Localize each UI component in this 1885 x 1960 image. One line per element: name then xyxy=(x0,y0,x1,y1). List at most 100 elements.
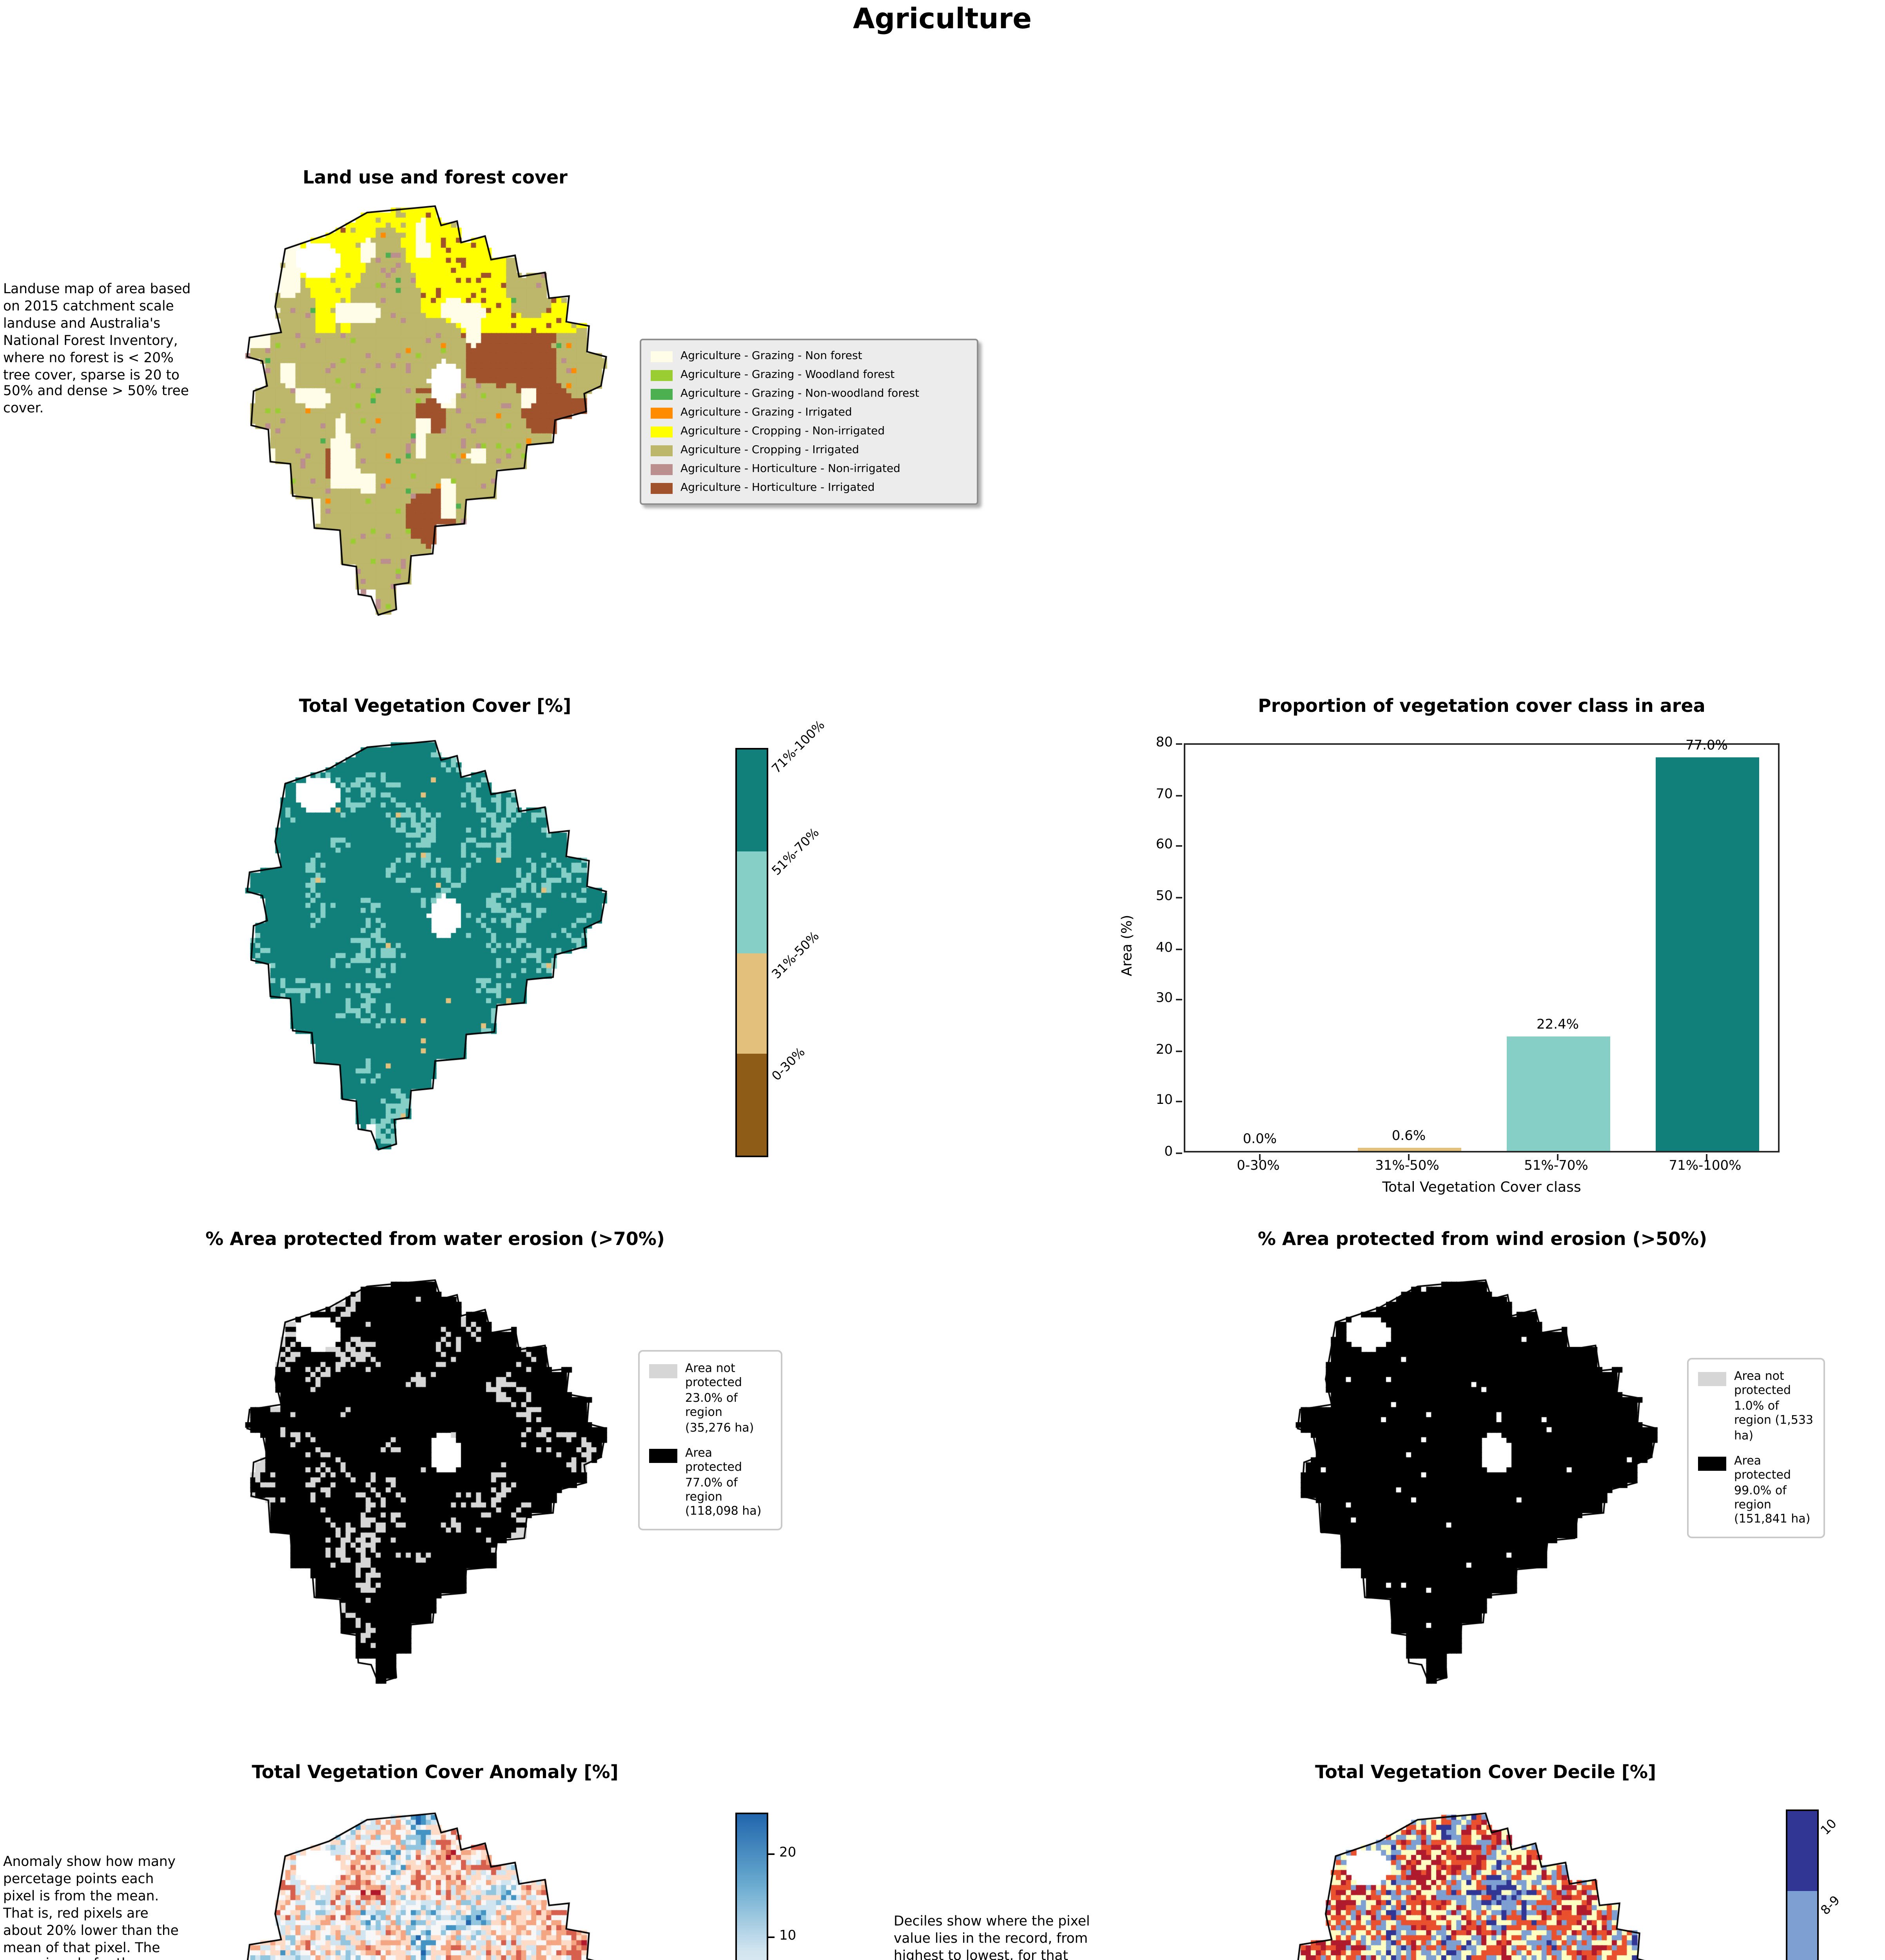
legend-swatch xyxy=(651,482,673,493)
landuse-legend-item: Agriculture - Grazing - Irrigated xyxy=(651,403,967,422)
y-tick-mark xyxy=(1176,743,1182,745)
bar-chart-title: Proportion of vegetation cover class in … xyxy=(1258,695,1705,717)
colorbar-segment xyxy=(737,953,767,1054)
y-tick-label: 50 xyxy=(1156,889,1173,905)
legend-label: Area protected 99.0% of region (151,841 … xyxy=(1734,1453,1811,1526)
colorbar-segment xyxy=(737,1054,767,1156)
colorbar-tick-label: 10 xyxy=(1818,1816,1840,1838)
legend-label: Agriculture - Grazing - Irrigated xyxy=(680,406,852,419)
y-tick-mark xyxy=(1176,897,1182,898)
legend-label: Agriculture - Cropping - Irrigated xyxy=(680,444,859,456)
landuse-legend: Agriculture - Grazing - Non forest Agricu… xyxy=(640,339,978,505)
anomaly-colorbar xyxy=(735,1813,768,1960)
legend-swatch xyxy=(651,426,673,437)
anomaly-description: Anomaly show how many percetage points e… xyxy=(3,1855,179,1960)
colorbar-tick-label: 8-9 xyxy=(1818,1894,1843,1918)
vegcover-colorbar xyxy=(735,748,768,1157)
legend-swatch xyxy=(651,407,673,418)
y-tick-mark xyxy=(1176,1050,1182,1052)
anomaly-title: Total Vegetation Cover Anomaly [%] xyxy=(252,1761,619,1783)
legend-label: Area not protected 23.0% of region (35,2… xyxy=(685,1361,754,1434)
legend-label: Area protected 77.0% of region (118,098 … xyxy=(685,1445,762,1519)
colorbar-tick-mark xyxy=(768,1936,775,1938)
landuse-map xyxy=(235,198,635,626)
colorbar-segment xyxy=(737,750,767,851)
y-tick-mark xyxy=(1176,1101,1182,1103)
y-tick-label: 10 xyxy=(1156,1093,1173,1109)
legend-swatch xyxy=(649,1364,677,1378)
landuse-title: Land use and forest cover xyxy=(303,166,568,188)
colorbar-segment xyxy=(1787,1811,1817,1891)
bar-value-label: 0.6% xyxy=(1392,1129,1426,1145)
wind-erosion-title: % Area protected from wind erosion (>50%… xyxy=(1257,1228,1707,1250)
landuse-legend-item: Agriculture - Horticulture - Irrigated xyxy=(651,478,967,497)
legend-swatch xyxy=(649,1448,677,1463)
y-tick-mark xyxy=(1176,846,1182,847)
y-tick-mark xyxy=(1176,1152,1182,1154)
y-tick-label: 30 xyxy=(1156,991,1173,1007)
erosion-legend-entry: Area protected 99.0% of region (151,841 … xyxy=(1698,1454,1814,1527)
legend-label: Agriculture - Horticulture - Non-irrigat… xyxy=(680,463,900,475)
legend-label: Agriculture - Grazing - Non-woodland for… xyxy=(680,387,920,400)
legend-swatch xyxy=(651,350,673,361)
decile-description: Deciles show where the pixel value lies … xyxy=(894,1915,1090,1960)
erosion-legend-entry: Area not protected 23.0% of region (35,2… xyxy=(649,1361,771,1435)
legend-label: Agriculture - Grazing - Woodland forest xyxy=(680,368,895,381)
landuse-legend-item: Agriculture - Cropping - Irrigated xyxy=(651,441,967,459)
bar-value-label: 77.0% xyxy=(1685,738,1728,754)
water-erosion-legend: Area not protected 23.0% of region (35,2… xyxy=(638,1350,782,1530)
legend-label: Area not protected 1.0% of region (1,533… xyxy=(1734,1369,1814,1442)
legend-swatch xyxy=(651,369,673,380)
decile-colorbar xyxy=(1786,1809,1819,1960)
landuse-legend-item: Agriculture - Grazing - Non forest xyxy=(651,347,967,365)
y-tick-mark xyxy=(1176,948,1182,949)
y-tick-label: 60 xyxy=(1156,838,1173,853)
erosion-legend-entry: Area not protected 1.0% of region (1,533… xyxy=(1698,1369,1814,1443)
y-tick-label: 40 xyxy=(1156,940,1173,956)
bar-chart-plot: 0.0% 0.6% 22.4% 77.0% xyxy=(1184,738,1780,1152)
wind-erosion-map xyxy=(1286,1272,1685,1693)
x-tick-mark xyxy=(1705,1154,1707,1160)
water-erosion-map xyxy=(235,1272,635,1693)
legend-label: Agriculture - Cropping - Non-irrigated xyxy=(680,425,885,437)
colorbar-segment xyxy=(737,851,767,953)
landuse-legend-item: Agriculture - Grazing - Woodland forest xyxy=(651,365,967,384)
x-tick-label: 51%-70% xyxy=(1524,1159,1588,1174)
bar-value-label: 0.0% xyxy=(1243,1132,1277,1148)
legend-swatch xyxy=(651,445,673,456)
landuse-legend-item: Agriculture - Grazing - Non-woodland for… xyxy=(651,384,967,403)
legend-swatch xyxy=(1698,1372,1726,1386)
anomaly-map xyxy=(235,1805,635,1960)
bar-value-label: 22.4% xyxy=(1536,1017,1579,1033)
legend-swatch xyxy=(651,463,673,474)
decile-title: Total Vegetation Cover Decile [%] xyxy=(1315,1761,1656,1783)
page-title: Agriculture xyxy=(853,3,1032,36)
bar xyxy=(1506,1036,1609,1151)
decile-map xyxy=(1286,1805,1685,1960)
bar xyxy=(1357,1148,1460,1151)
legend-swatch xyxy=(651,388,673,399)
colorbar-segment xyxy=(1787,1891,1817,1960)
erosion-legend-entry: Area protected 77.0% of region (118,098 … xyxy=(649,1446,771,1519)
x-tick-mark xyxy=(1407,1154,1409,1160)
y-tick-label: 20 xyxy=(1156,1042,1173,1058)
bar xyxy=(1655,757,1758,1151)
landuse-description: Landuse map of area based on 2015 catchm… xyxy=(3,282,191,418)
colorbar-tick-label: 20 xyxy=(779,1846,796,1862)
x-tick-label: 0-30% xyxy=(1237,1159,1280,1174)
legend-label: Agriculture - Grazing - Non forest xyxy=(680,350,862,362)
legend-swatch xyxy=(1698,1456,1726,1471)
colorbar-tick-label: 51%-70% xyxy=(769,826,822,878)
colorbar-tick-label: 10 xyxy=(779,1928,796,1944)
colorbar-tick-label: 31%-50% xyxy=(769,928,822,981)
y-tick-mark xyxy=(1176,794,1182,796)
x-tick-label: 31%-50% xyxy=(1375,1159,1439,1174)
landuse-legend-item: Agriculture - Horticulture - Non-irrigat… xyxy=(651,459,967,478)
bar-chart-xlabel: Total Vegetation Cover class xyxy=(1382,1181,1581,1196)
y-tick-label: 80 xyxy=(1156,735,1173,751)
x-tick-mark xyxy=(1556,1154,1558,1160)
y-tick-label: 0 xyxy=(1164,1145,1173,1160)
water-erosion-title: % Area protected from water erosion (>70… xyxy=(205,1228,665,1250)
y-tick-label: 70 xyxy=(1156,786,1173,802)
